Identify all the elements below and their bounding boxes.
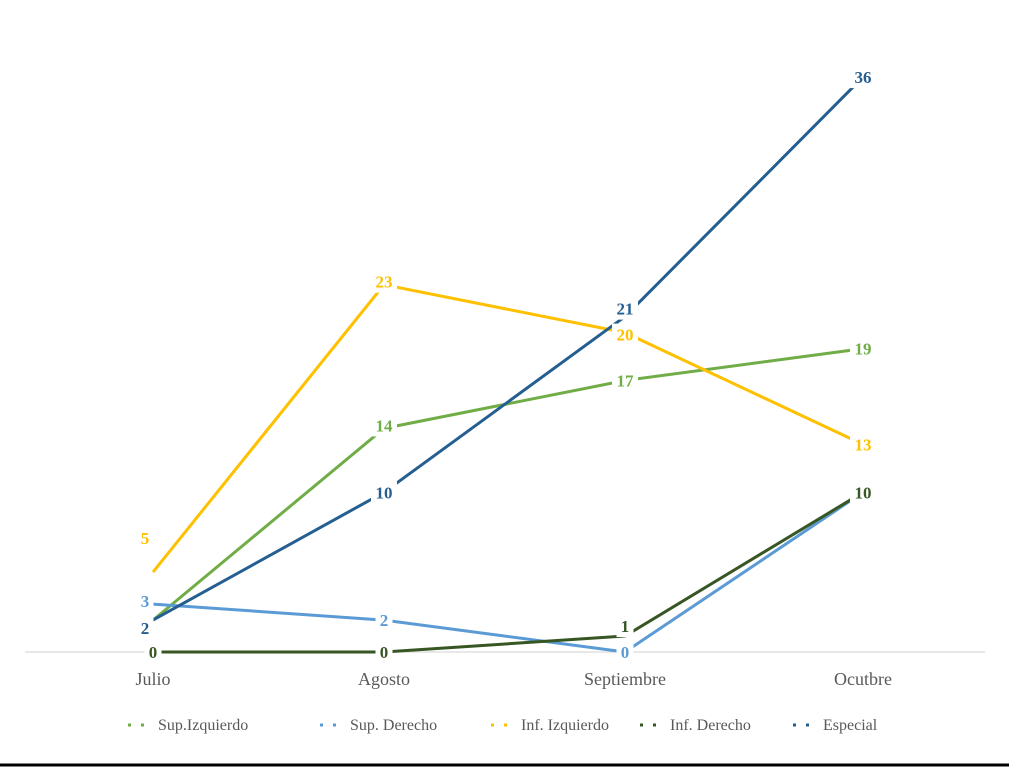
data-label-especial-ocutbre: 36 (855, 68, 872, 87)
x-axis-ticks: Julio Agosto Septiembre Ocutbre (135, 669, 892, 689)
legend-item-especial[interactable]: Especial (793, 717, 878, 734)
data-label-sup-izquierdo-septiembre: 17 (617, 372, 635, 391)
data-label-bg-sup-derecho-julio (136, 590, 154, 613)
x-tick-label-julio: Julio (135, 669, 170, 689)
data-label-inf-izquierdo-ocutbre: 13 (855, 435, 872, 454)
data-label-bg-especial-ocutbre (850, 66, 876, 89)
legend-item-sup-izquierdo[interactable]: Sup.Izquierdo (128, 717, 248, 734)
legend-label-inf-izquierdo: Inf. Izquierdo (521, 717, 609, 734)
legend-item-inf-izquierdo[interactable]: Inf. Izquierdo (491, 717, 609, 734)
data-label-bg-inf-izquierdo-agosto (371, 270, 397, 293)
data-label-bg-especial-agosto (371, 481, 397, 504)
series-inf-izquierdo (151, 283, 864, 574)
data-label-bg-inf-izquierdo-septiembre (612, 323, 638, 346)
series-line-inf-izquierdo (151, 283, 864, 574)
x-tick-label-septiembre: Septiembre (584, 669, 666, 689)
data-label-sup-izquierdo-agosto: 14 (376, 416, 394, 435)
data-label-bg-inf-derecho-agosto (375, 641, 393, 663)
data-label-bg-especial-julio (136, 617, 154, 640)
data-label-bg-inf-derecho-ocutbre (850, 481, 876, 504)
data-label-inf-izquierdo-septiembre: 20 (617, 326, 634, 345)
x-tick-label-ocutbre: Ocutbre (834, 669, 892, 689)
series-inf-derecho (153, 491, 864, 654)
data-label-bg-sup-izquierdo-agosto (371, 414, 397, 437)
data-label-sup-derecho-agosto: 2 (380, 611, 389, 630)
legend-label-especial: Especial (823, 717, 878, 734)
series-layer (151, 76, 865, 654)
data-label-especial-agosto: 10 (376, 483, 393, 502)
legend-item-sup-derecho[interactable]: Sup. Derecho (320, 717, 437, 734)
data-label-inf-derecho-julio: 0 (149, 643, 158, 662)
data-label-especial-julio: 2 (141, 619, 150, 638)
legend[interactable]: Sup.Izquierdo Sup. Derecho Inf. Izquierdo I… (128, 717, 878, 734)
data-label-bg-especial-septiembre (612, 297, 638, 320)
legend-label-sup-derecho: Sup. Derecho (350, 717, 437, 734)
legend-item-inf-derecho[interactable]: Inf. Derecho (640, 717, 751, 734)
data-label-inf-derecho-agosto: 0 (380, 643, 389, 662)
data-label-inf-izquierdo-agosto: 23 (376, 273, 393, 292)
data-label-bg-sup-izquierdo-septiembre (612, 369, 638, 392)
data-label-bg-sup-izquierdo-ocutbre (850, 337, 876, 360)
data-label-especial-septiembre: 21 (617, 300, 634, 319)
x-tick-label-agosto: Agosto (358, 669, 410, 689)
data-label-bg-sup-derecho-agosto (375, 609, 393, 632)
data-label-layer: 2141719320105232013001102102136 (136, 66, 876, 663)
data-label-sup-izquierdo-ocutbre: 19 (855, 340, 872, 359)
legend-label-sup-izquierdo: Sup.Izquierdo (158, 717, 248, 734)
data-label-bg-inf-izquierdo-ocutbre (850, 433, 876, 456)
data-label-sup-derecho-septiembre: 0 (621, 643, 630, 662)
data-label-sup-derecho-julio: 3 (141, 592, 150, 611)
series-especial (152, 76, 865, 622)
legend-label-inf-derecho: Inf. Derecho (670, 717, 751, 734)
data-label-bg-inf-derecho-julio (144, 641, 162, 663)
series-line-sup-derecho (152, 491, 864, 654)
data-label-bg-inf-derecho-septiembre (616, 615, 634, 638)
data-label-bg-inf-izquierdo-julio (136, 527, 154, 550)
series-line-inf-derecho (153, 491, 864, 654)
series-sup-derecho (152, 491, 864, 654)
series-line-especial (152, 76, 865, 622)
data-label-inf-derecho-ocutbre: 10 (855, 483, 872, 502)
data-label-bg-sup-derecho-septiembre (616, 641, 634, 663)
data-label-inf-derecho-septiembre: 1 (621, 617, 630, 636)
data-label-inf-izquierdo-julio: 5 (141, 529, 150, 548)
